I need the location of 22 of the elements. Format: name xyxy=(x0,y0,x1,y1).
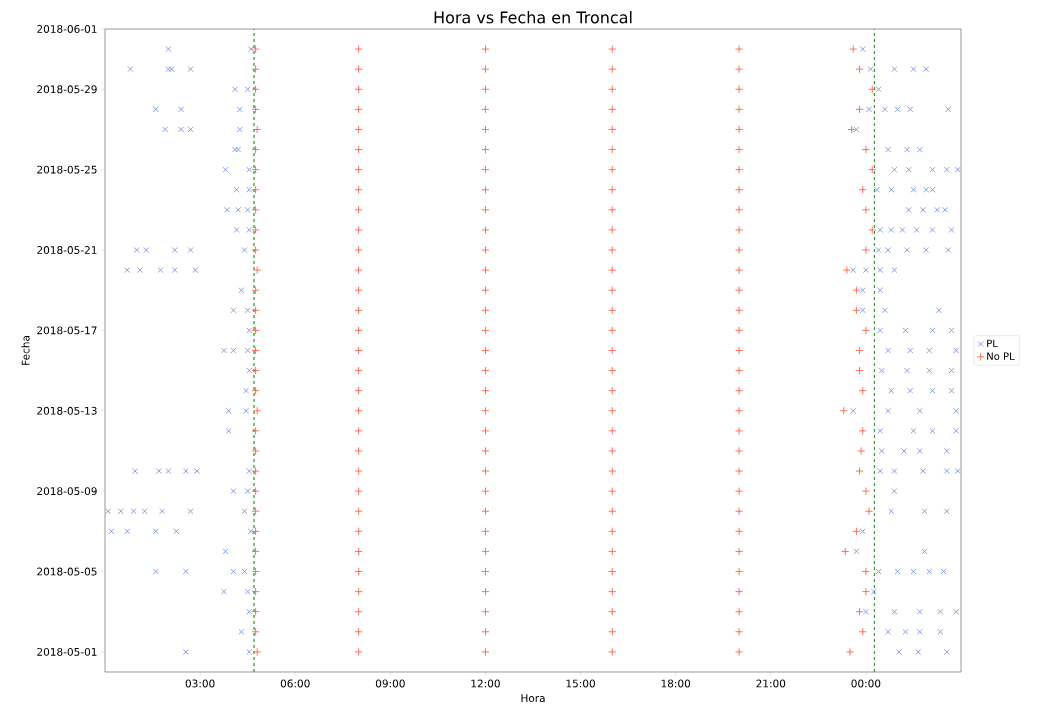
x-tick-label: 18:00 xyxy=(661,679,691,688)
x-tick-label: 03:00 xyxy=(185,679,215,688)
y-tick-label: 2018-05-05 xyxy=(37,567,97,576)
y-axis-title: Fecha xyxy=(21,336,30,365)
x-tick-label: 00:00 xyxy=(851,679,881,688)
x-axis-title: Hora xyxy=(521,694,545,703)
legend-label: PL xyxy=(987,339,998,347)
chart-title: Hora vs Fecha en Troncal xyxy=(434,11,632,24)
y-tick-label: 2018-05-25 xyxy=(37,165,97,174)
y-tick-label: 2018-06-01 xyxy=(37,25,97,33)
y-tick-label: 2018-05-21 xyxy=(37,246,97,254)
x-tick-label: 06:00 xyxy=(280,679,310,688)
y-tick-label: 2018-05-17 xyxy=(37,326,97,335)
y-tick-label: 2018-05-13 xyxy=(37,406,97,415)
y-tick-label: 2018-05-29 xyxy=(37,85,97,94)
x-tick-label: 09:00 xyxy=(375,679,405,688)
x-tick-label: 15:00 xyxy=(566,679,595,688)
y-tick-label: 2018-05-09 xyxy=(37,487,97,496)
y-tick-label: 2018-05-01 xyxy=(37,647,97,656)
x-tick-label: 21:00 xyxy=(756,679,786,688)
x-tick-label: 12:00 xyxy=(471,679,500,688)
legend-label: No PL xyxy=(987,352,1015,360)
